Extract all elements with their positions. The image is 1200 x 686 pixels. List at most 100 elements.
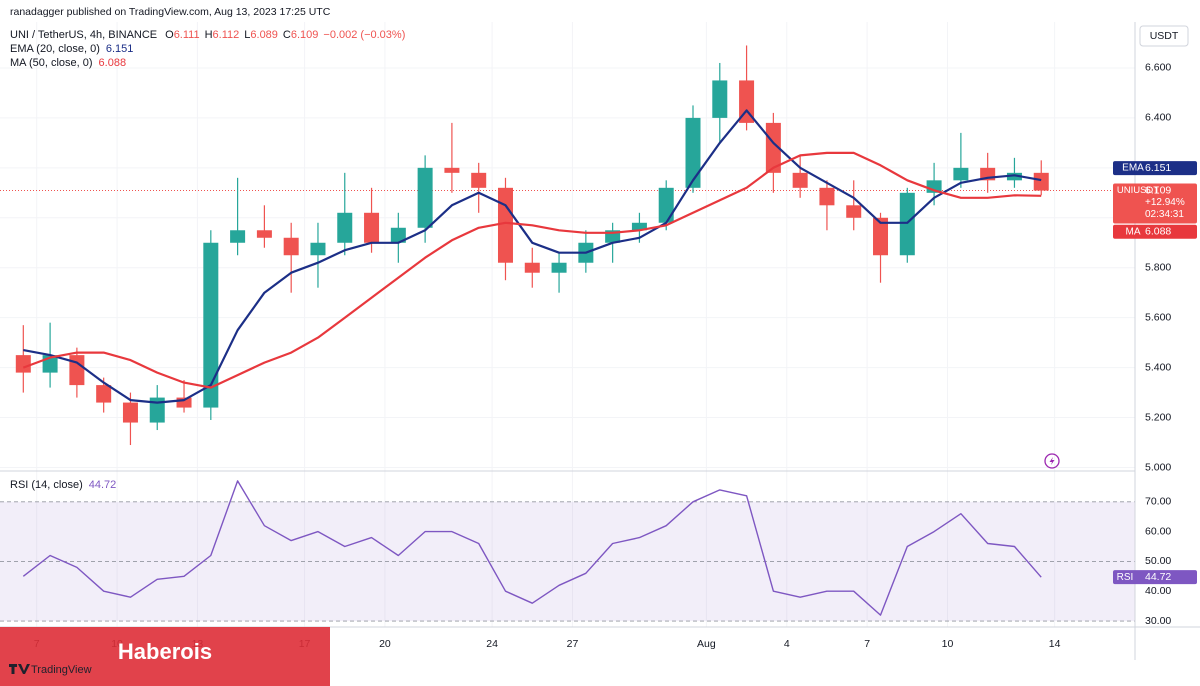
- x-tick-label: 7: [864, 638, 870, 650]
- watermark: Haberois: [118, 639, 212, 664]
- indicator-line: [22, 151, 1042, 389]
- candle-body: [658, 187, 674, 223]
- candle-body: [712, 80, 728, 118]
- symbol-price-value: 6.109: [1145, 184, 1171, 196]
- indicator-name: EMA (20, close, 0): [10, 43, 100, 55]
- x-tick-label: 14: [1049, 638, 1061, 650]
- ohlc-label: H: [205, 29, 213, 41]
- indicator-legend: MA (50, close, 0) 6.088: [10, 57, 126, 69]
- candle-body: [846, 205, 862, 218]
- candle-body: [551, 262, 567, 273]
- indicator-legend: EMA (20, close, 0) 6.151: [10, 43, 133, 55]
- y-tick-label: 6.600: [1145, 62, 1171, 74]
- brand: TradingView: [31, 664, 92, 676]
- candle-body: [417, 167, 433, 228]
- rsi-title: RSI (14, close): [10, 479, 83, 491]
- symbol-legend: UNI / TetherUS, 4h, BINANCE O6.111 H6.112 L…: [10, 29, 405, 41]
- candle-body: [122, 402, 138, 423]
- rsi-tick-label: 40.00: [1145, 585, 1171, 597]
- x-tick-label: 20: [379, 638, 391, 650]
- symbol-price-name: UNIUSDT: [1117, 185, 1159, 196]
- candle-body: [15, 355, 31, 373]
- candle-body: [685, 117, 701, 188]
- back-layer: [0, 22, 1135, 627]
- candle-body: [819, 187, 835, 206]
- candle-body: [631, 222, 647, 231]
- candle-body: [953, 167, 969, 181]
- change: −0.002 (−0.03%): [323, 29, 405, 41]
- indicator-line: [23, 109, 1042, 404]
- ohlc-label: L: [244, 29, 250, 41]
- y-tick-label: 6.400: [1145, 112, 1171, 124]
- watermark-box: [0, 627, 330, 686]
- candle-body: [1006, 172, 1022, 181]
- rsi-value: 44.72: [89, 479, 117, 491]
- currency-box: [1139, 25, 1189, 47]
- marks-layer: [15, 45, 1049, 616]
- x-tick-label: 10: [942, 638, 954, 650]
- ohlc-value: 6.112: [213, 29, 240, 41]
- candle-body: [176, 397, 192, 408]
- brand-logo: [9, 664, 30, 674]
- y-tick-label: 5.800: [1145, 262, 1171, 274]
- candle-body: [96, 385, 112, 403]
- y-tick-label: 5.200: [1145, 411, 1171, 423]
- candle-body: [739, 80, 755, 123]
- candle-body: [390, 227, 406, 243]
- lightning-icon: [1044, 453, 1060, 469]
- ohlc-label: C: [283, 29, 291, 41]
- icon-ring: [1044, 453, 1060, 469]
- y-tick-label: 5.400: [1145, 361, 1171, 373]
- rsi-legend: RSI (14, close) 44.72: [10, 479, 116, 491]
- ohlc-label: O: [165, 29, 174, 41]
- candle-body: [1033, 172, 1049, 191]
- published-line: ranadagger published on TradingView.com,…: [10, 6, 331, 18]
- x-tick-label: 4: [784, 638, 790, 650]
- candle-body: [310, 242, 326, 256]
- x-tick-label: Aug: [697, 638, 716, 650]
- rsi-tick-label: 30.00: [1145, 615, 1171, 627]
- candle-body: [899, 192, 915, 256]
- candle-body: [230, 230, 246, 243]
- candle-body: [471, 172, 487, 188]
- rsi-tick-label: 70.00: [1145, 496, 1171, 508]
- candle-body: [524, 262, 540, 273]
- y-tick-label: 5.000: [1145, 461, 1171, 473]
- symbol-price-box: [1113, 183, 1197, 224]
- candle-body: [203, 242, 219, 408]
- currency: USDT: [1150, 30, 1179, 42]
- indicator-price-name: MA: [1126, 226, 1141, 237]
- symbol-change: +12.94%: [1145, 197, 1185, 208]
- x-tick-label: 24: [486, 638, 498, 650]
- rsi-price-name: RSI: [1117, 572, 1134, 583]
- symbol-countdown: 02:34:31: [1145, 209, 1184, 220]
- indicator-value: 6.088: [99, 57, 127, 69]
- indicator-line: [22, 480, 1042, 616]
- candle-body: [873, 217, 889, 256]
- icon-bolt: [1049, 457, 1055, 465]
- indicator-price-value: 6.088: [1145, 226, 1171, 238]
- indicator-price-box: [1113, 224, 1197, 239]
- x-tick-label: 27: [567, 638, 579, 650]
- candle-body: [444, 167, 460, 173]
- indicator-value: 6.151: [106, 43, 134, 55]
- y-tick-label: 5.600: [1145, 311, 1171, 323]
- candle-body: [283, 237, 299, 256]
- rsi-tick-label: 60.00: [1145, 525, 1171, 537]
- candle-body: [497, 187, 513, 263]
- candle-body: [765, 122, 781, 173]
- candle-body: [364, 212, 380, 243]
- candle-body: [256, 230, 272, 238]
- front-layer: UNI / TetherUS, 4h, BINANCE O6.111 H6.112 L…: [10, 29, 1197, 650]
- indicator-price-name: EMA: [1122, 163, 1144, 174]
- indicator-price-box: [1113, 161, 1197, 176]
- rsi-price-value: 44.72: [1145, 571, 1171, 583]
- indicator-price-value: 6.151: [1145, 162, 1171, 174]
- symbol: UNI / TetherUS, 4h, BINANCE: [10, 29, 157, 41]
- candle-body: [337, 212, 353, 243]
- indicator-name: MA (50, close, 0): [10, 57, 93, 69]
- candle-body: [69, 355, 85, 386]
- candle-body: [792, 172, 808, 188]
